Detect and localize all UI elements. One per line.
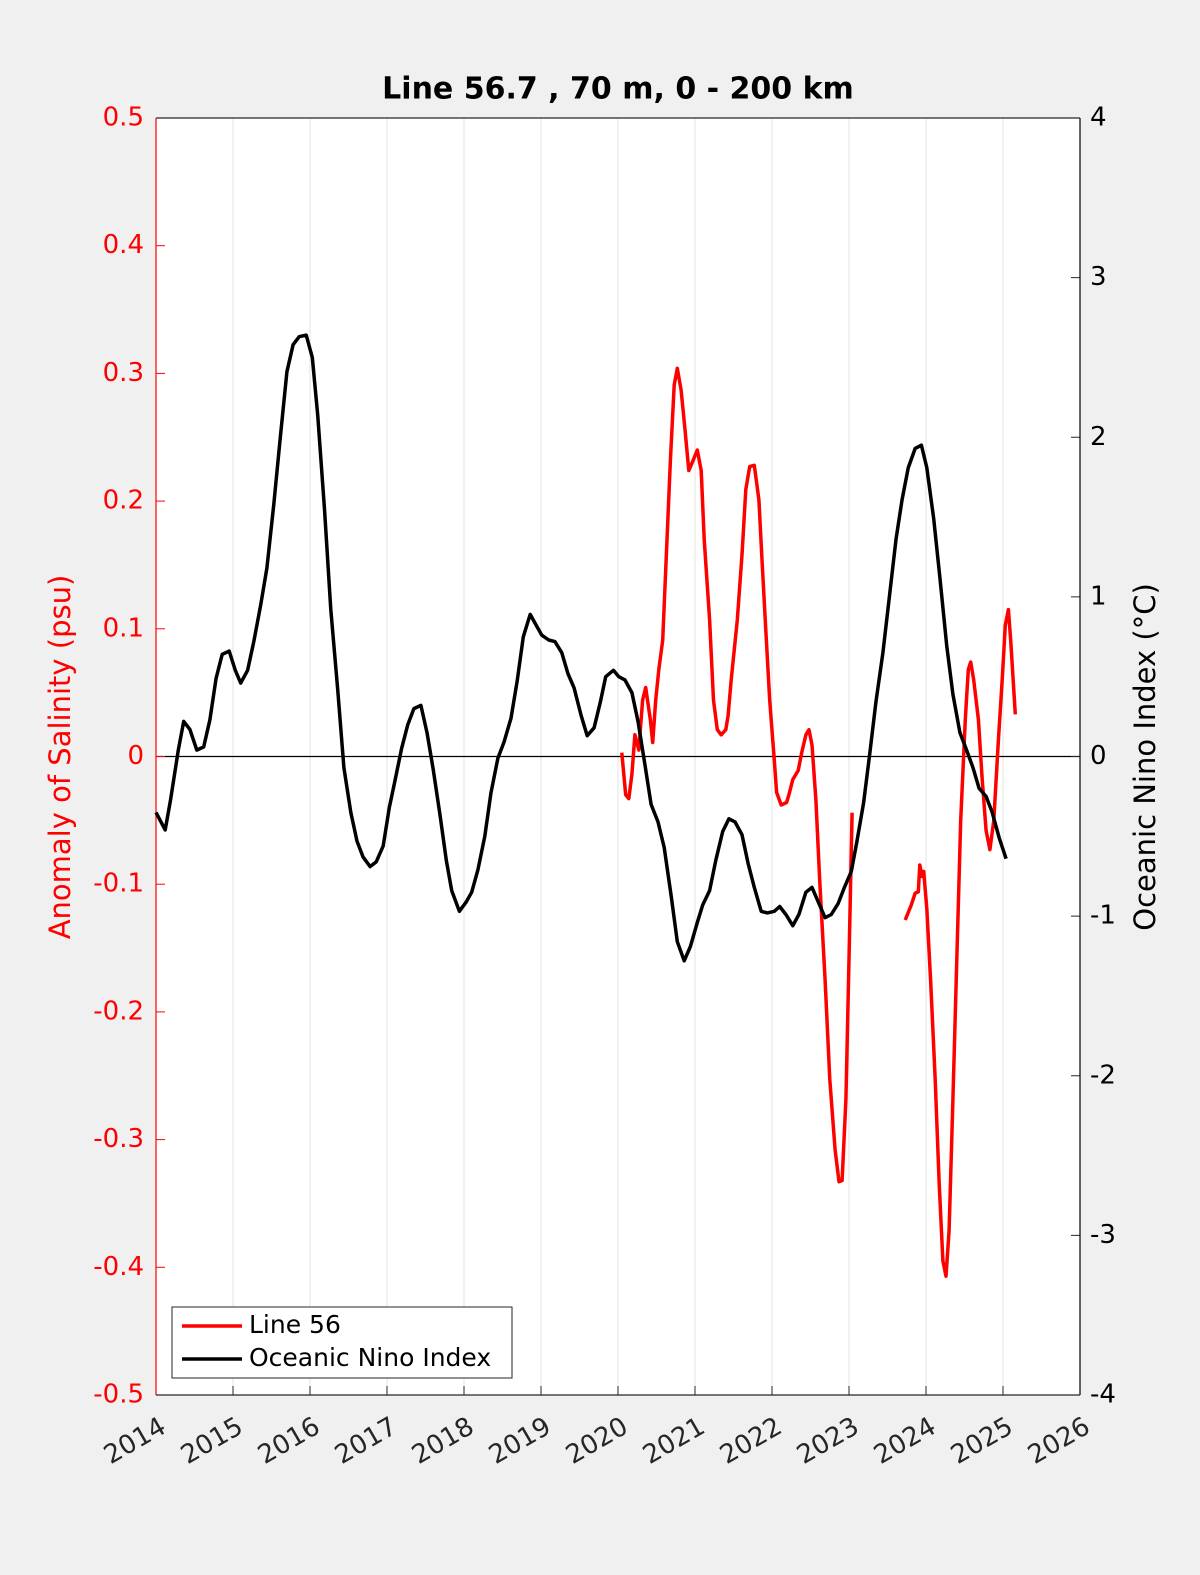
y-tick-label: -0.1 [93, 869, 144, 899]
y-tick-label: 0.1 [103, 613, 144, 643]
y-tick-label: -0.5 [93, 1380, 144, 1410]
legend-label: Oceanic Nino Index [249, 1343, 491, 1372]
x-tick-label: 2019 [484, 1412, 556, 1471]
x-tick-label: 2025 [946, 1412, 1018, 1471]
x-tick-label: 2018 [407, 1412, 479, 1471]
series-line [154, 333, 1008, 963]
y2-tick-label: 3 [1090, 262, 1107, 292]
y-tick-label: -0.3 [93, 1124, 144, 1154]
x-tick-label: 2022 [715, 1412, 787, 1471]
x-tick-label: 2016 [253, 1412, 325, 1471]
y2-tick-label: -1 [1090, 901, 1116, 931]
chart-title: Line 56.7 , 70 m, 0 - 200 km [382, 72, 854, 107]
y-axis-label: Anomaly of Salinity (psu) [43, 575, 77, 940]
x-tick-label: 2015 [176, 1412, 248, 1471]
x-tick-label: 2023 [792, 1412, 864, 1471]
y2-tick-label: -3 [1090, 1220, 1116, 1250]
y-tick-label: 0.4 [103, 230, 144, 260]
series-line [620, 366, 1018, 1278]
y2-tick-label: 4 [1090, 103, 1107, 133]
y-tick-label: 0.3 [103, 358, 144, 388]
legend-box [171, 1306, 513, 1379]
y-tick-label: 0 [127, 741, 144, 771]
y2-axis-label: Oceanic Nino Index (°C) [1128, 583, 1162, 931]
y2-tick-label: 0 [1090, 741, 1107, 771]
y-tick-label: 0.5 [103, 103, 144, 133]
y-tick-label: -0.2 [93, 996, 144, 1026]
legend-label: Line 56 [249, 1310, 341, 1339]
y2-tick-label: 2 [1090, 422, 1107, 452]
x-tick-label: 2021 [638, 1412, 710, 1471]
x-tick-label: 2017 [330, 1412, 402, 1471]
y-tick-label: -0.4 [93, 1252, 144, 1282]
x-tick-label: 2014 [99, 1412, 171, 1471]
y2-tick-label: 1 [1090, 581, 1107, 611]
x-tick-label: 2020 [561, 1412, 633, 1471]
x-tick-label: 2024 [869, 1412, 941, 1471]
y-tick-label: 0.2 [103, 486, 144, 516]
y2-tick-label: -2 [1090, 1060, 1116, 1090]
y2-tick-label: -4 [1090, 1380, 1116, 1410]
x-tick-label: 2026 [1023, 1412, 1095, 1471]
